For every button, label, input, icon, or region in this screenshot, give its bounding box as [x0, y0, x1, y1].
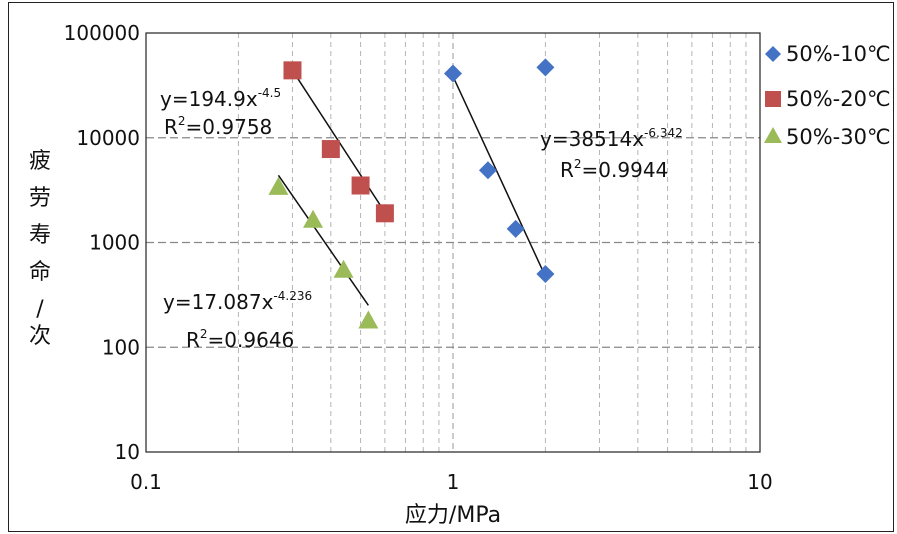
square-marker: [283, 61, 302, 80]
trend-line-1: [452, 76, 547, 277]
x-tick-label: 0.1: [130, 470, 162, 494]
y-axis-title-char: 寿: [29, 223, 51, 248]
y-axis-title-char: 次: [29, 324, 51, 349]
equation-label-30c: y=17.087x-4.236 R2=0.9646: [163, 289, 312, 352]
diamond-marker: [444, 64, 462, 83]
triangle-marker: [303, 209, 324, 228]
tick-labels: 10 100 1000 10000 100000 0.1 1 10: [64, 21, 773, 494]
equation-10c: y=38514x-6.342: [540, 126, 683, 151]
r2-10c: R2=0.9944: [560, 157, 668, 182]
x-axis-title: 应力/MPa: [405, 503, 501, 528]
square-marker: [375, 204, 394, 223]
legend-label-10c: 50%-10℃: [786, 42, 891, 66]
diamond-marker: [536, 265, 555, 284]
legend-diamond-icon: [765, 46, 781, 62]
trend-lines: [277, 70, 547, 306]
legend-triangle-icon: [764, 127, 782, 143]
legend-label-20c: 50%-20℃: [786, 87, 891, 111]
triangle-marker: [333, 259, 354, 278]
y-tick-label: 100: [102, 335, 140, 359]
y-axis-title-char: /: [36, 297, 44, 322]
y-axis-title-char: 疲: [29, 149, 51, 174]
r2-30c: R2=0.9646: [186, 327, 294, 352]
legend: 50%-10℃ 50%-20℃ 50%-30℃: [764, 42, 891, 149]
legend-item-10c: 50%-10℃: [765, 42, 891, 66]
legend-item-30c: 50%-30℃: [764, 125, 891, 149]
diamond-marker: [536, 58, 555, 77]
diamond-marker: [506, 219, 525, 238]
data-points: [268, 58, 555, 329]
triangle-marker: [268, 176, 289, 195]
x-tick-label: 10: [747, 470, 772, 494]
y-tick-label: 10000: [76, 126, 140, 150]
diamond-marker: [478, 161, 497, 180]
x-tick-label: 1: [447, 470, 460, 494]
y-axis-title-char: 命: [29, 260, 51, 285]
y-tick-label: 100000: [64, 21, 140, 45]
triangle-marker: [358, 310, 379, 329]
r2-20c: R2=0.9758: [164, 114, 272, 139]
legend-item-20c: 50%-20℃: [765, 87, 891, 111]
y-tick-label: 1000: [89, 231, 140, 255]
legend-square-icon: [765, 91, 781, 107]
square-marker: [351, 176, 370, 195]
plot-area-border: [145, 32, 761, 453]
trend-line-3: [277, 174, 369, 306]
equation-20c: y=194.9x-4.5: [160, 86, 281, 111]
square-marker: [321, 140, 340, 159]
y-axis-title-char: 劳: [29, 186, 51, 211]
equation-label-10c: y=38514x-6.342 R2=0.9944: [540, 126, 683, 182]
equation-30c: y=17.087x-4.236: [163, 289, 312, 314]
equation-label-20c: y=194.9x-4.5 R2=0.9758: [160, 86, 281, 139]
legend-label-30c: 50%-30℃: [786, 125, 891, 149]
grid-lines: [146, 33, 760, 452]
y-tick-label: 10: [115, 440, 140, 464]
